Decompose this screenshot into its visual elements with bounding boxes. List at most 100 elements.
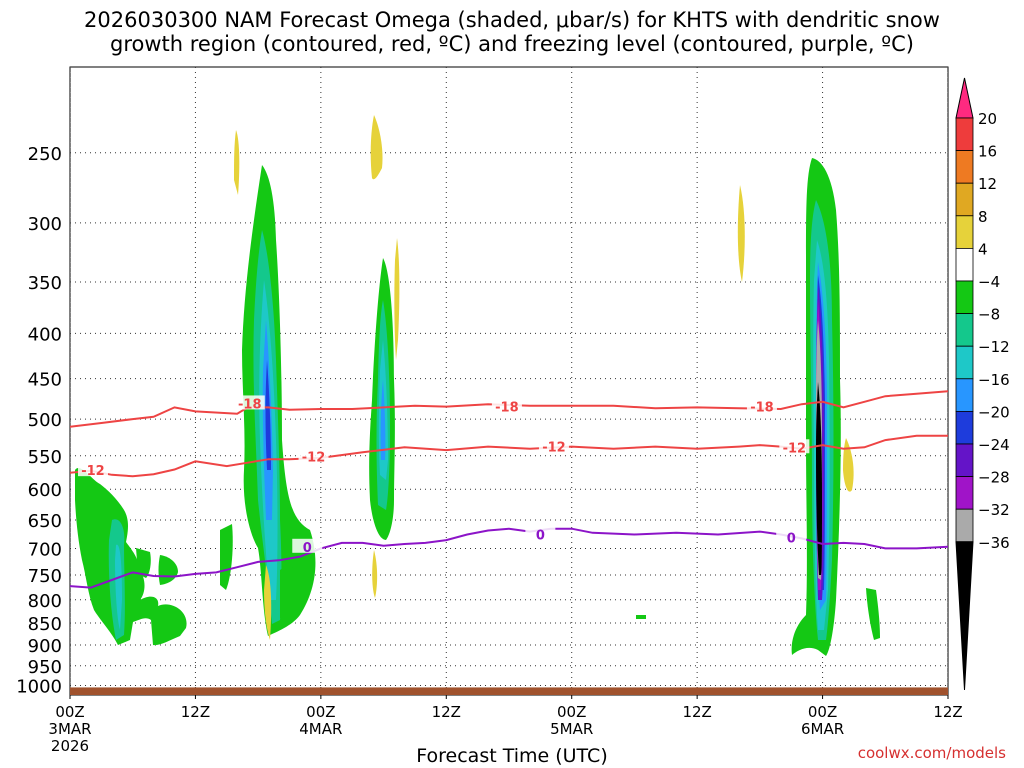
y-tick-label: 600 <box>28 480 62 501</box>
contour-label: 0 <box>787 531 796 546</box>
x-tick-label: 12Z <box>933 703 962 721</box>
colorbar-label: 16 <box>978 143 997 161</box>
contour-label: 0 <box>303 541 312 556</box>
contour-label: -12 <box>783 441 807 456</box>
credit-text: coolwx.com/models <box>857 744 1006 762</box>
colorbar-label: 8 <box>978 208 988 226</box>
omega-region <box>280 566 299 619</box>
contour-label: -12 <box>542 441 566 456</box>
colorbar-label: −12 <box>978 338 1010 356</box>
contour-label: -18 <box>495 401 519 416</box>
contour-line <box>70 434 948 478</box>
x-tick-label: 00Z <box>306 703 335 721</box>
y-tick-label: 850 <box>28 614 62 635</box>
chart-title: 2026030300 NAM Forecast Omega (shaded, μ… <box>0 8 1024 56</box>
y-tick-label: 950 <box>28 657 62 678</box>
colorbar: 20 16 12 8 4 −4 −8 −12 −16 −20 −24 −28 −32 −36 <box>955 77 1010 691</box>
colorbar-label: −16 <box>978 371 1010 389</box>
x-tick-label: 12Z <box>432 703 461 721</box>
colorbar-label: −36 <box>978 534 1010 552</box>
x-tick-date: 4MAR <box>299 720 342 738</box>
colorbar-label: −28 <box>978 469 1010 487</box>
colorbar-swatch <box>955 215 974 249</box>
omega-region <box>220 524 233 590</box>
x-tick-year: 2026 <box>51 737 89 755</box>
y-tick-label: 1000 <box>16 677 62 698</box>
y-tick-label: 350 <box>28 273 62 294</box>
omega-shading <box>75 115 880 656</box>
omega-region <box>816 382 822 575</box>
omega-region <box>737 185 745 282</box>
contour-label-bg <box>776 529 807 544</box>
y-tick-label: 700 <box>28 539 62 560</box>
y-tick-label: 400 <box>28 324 62 345</box>
colorbar-swatch <box>955 541 974 691</box>
colorbar-swatch <box>955 378 974 412</box>
colorbar-label: −32 <box>978 501 1010 519</box>
contour-label: 0 <box>536 528 545 543</box>
y-tick-label: 550 <box>28 447 62 468</box>
x-tick-label: 12Z <box>181 703 210 721</box>
contour-label-bg <box>779 439 810 454</box>
colorbar-swatch <box>955 280 974 314</box>
x-tick-label: 00Z <box>808 703 837 721</box>
omega-region <box>636 615 646 619</box>
omega-region <box>380 380 386 460</box>
colorbar-swatch <box>955 443 974 477</box>
x-axis-title: Forecast Time (UTC) <box>416 745 608 767</box>
x-tick-date: 5MAR <box>550 720 593 738</box>
colorbar-label: 12 <box>978 175 997 193</box>
contour-label-bg <box>77 462 108 477</box>
colorbar-swatch <box>955 117 974 151</box>
omega-region <box>265 360 271 470</box>
colorbar-swatch <box>955 150 974 184</box>
omega-region <box>370 115 383 180</box>
y-tick-label: 450 <box>28 370 62 391</box>
colorbar-label: 20 <box>978 110 997 128</box>
y-tick-label: 500 <box>28 410 62 431</box>
contour-label-bg <box>298 448 329 463</box>
omega-region <box>264 565 272 640</box>
omega-region <box>115 544 122 630</box>
y-axis: 2503003504004505005506006507007508008509… <box>16 144 62 698</box>
title-line-2: growth region (contoured, red, ºC) and f… <box>110 32 914 56</box>
temperature-contours: -18 -18 -18 -12 -12 -12 -12 0 0 0 <box>70 390 948 589</box>
omega-region <box>75 467 187 646</box>
y-tick-label: 900 <box>28 636 62 657</box>
contour-line <box>70 390 948 428</box>
colorbar-label: −8 <box>978 306 1000 324</box>
x-tick-label: 00Z <box>557 703 586 721</box>
contour-label: -18 <box>238 397 262 412</box>
colorbar-swatch <box>955 508 974 543</box>
contour-label-bg <box>292 538 323 553</box>
colorbar-swatch <box>955 345 974 380</box>
colorbar-swatch <box>955 476 974 510</box>
colorbar-label: −24 <box>978 436 1010 454</box>
colorbar-swatch <box>955 410 974 445</box>
contour-label-bg <box>538 438 569 453</box>
y-tick-label: 800 <box>28 591 62 612</box>
x-tick-date: 3MAR <box>48 720 91 738</box>
colorbar-label: 4 <box>978 240 988 258</box>
omega-region <box>234 130 240 195</box>
x-tick-label: 00Z <box>55 703 84 721</box>
y-tick-label: 750 <box>28 566 62 587</box>
omega-region <box>843 438 854 492</box>
omega-region <box>394 238 400 360</box>
colorbar-label: −20 <box>978 403 1010 421</box>
omega-region <box>372 550 378 598</box>
colorbar-swatch <box>955 182 974 217</box>
contour-label-bg <box>491 398 522 413</box>
contour-label-bg <box>234 395 265 410</box>
contour-label: -18 <box>750 401 774 416</box>
contour-label-bg <box>525 526 556 541</box>
omega-region <box>866 588 880 640</box>
x-tick-date: 6MAR <box>801 720 844 738</box>
contour-label-bg <box>746 398 777 413</box>
omega-region <box>136 548 151 578</box>
contour-label: -12 <box>81 464 105 479</box>
y-tick-label: 650 <box>28 511 62 532</box>
y-tick-label: 250 <box>28 144 62 165</box>
